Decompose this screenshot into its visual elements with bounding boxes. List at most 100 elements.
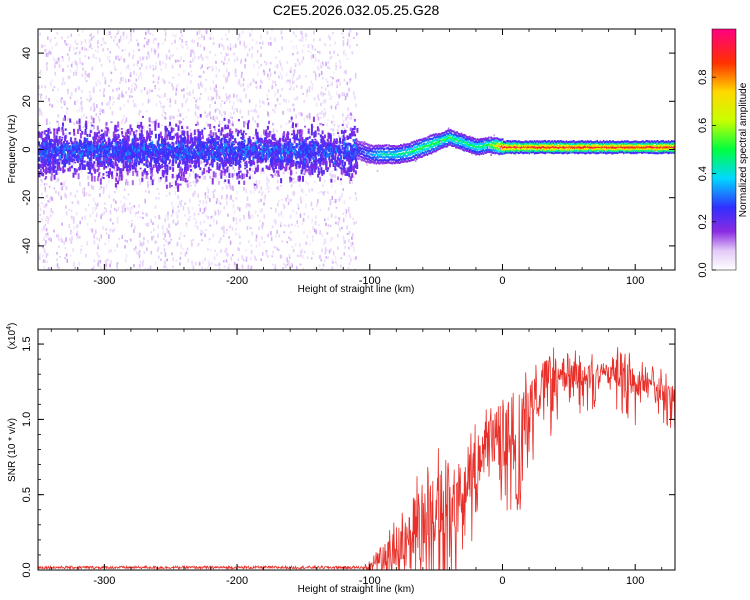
heatmap-noise-cell <box>78 51 81 55</box>
heatmap-noise-cell <box>303 230 305 235</box>
heatmap-noise-cell <box>74 194 77 197</box>
heatmap-noise-cell <box>180 29 182 34</box>
heatmap-noise-cell <box>70 254 72 257</box>
heatmap-noise-cell <box>138 48 140 52</box>
heatmap-noise-cell <box>149 168 152 170</box>
heatmap-noise-cell <box>199 167 202 171</box>
heatmap-noise-cell <box>209 50 211 54</box>
heatmap-noise-cell <box>279 72 282 75</box>
heatmap-noise-cell <box>290 40 293 43</box>
heatmap-noise-cell <box>139 129 141 133</box>
heatmap-noise-cell <box>335 140 338 142</box>
heatmap-noise-cell <box>86 241 88 246</box>
heatmap-noise-cell <box>157 246 160 251</box>
heatmap-noise-cell <box>208 66 211 68</box>
heatmap-noise-cell <box>65 237 67 242</box>
heatmap-noise-cell <box>112 222 114 225</box>
heatmap-noise-cell <box>47 267 50 270</box>
heatmap-noise-cell <box>253 163 255 168</box>
heatmap-noise-cell <box>327 167 330 170</box>
heatmap-noise-cell <box>88 193 90 197</box>
heatmap-noise-cell <box>203 127 206 130</box>
heatmap-noise-cell <box>133 70 135 75</box>
heatmap-noise-cell <box>288 260 290 265</box>
heatmap-noise-cell <box>105 132 108 137</box>
heatmap-noise-cell <box>324 158 327 162</box>
heatmap-noise-cell <box>353 91 355 96</box>
heatmap-noise-cell <box>102 48 104 52</box>
heatmap-noise-cell <box>202 212 204 214</box>
heatmap-noise-cell <box>244 173 247 178</box>
heatmap-noise-cell <box>312 253 315 255</box>
heatmap-noise-cell <box>248 240 250 243</box>
heatmap-noise-cell <box>197 85 200 89</box>
heatmap-noise-cell <box>77 34 80 36</box>
heatmap-noise-cell <box>134 167 137 173</box>
heatmap-noise-cell <box>317 94 319 99</box>
heatmap-noise-cell <box>177 108 180 113</box>
heatmap-noise-cell <box>320 116 322 120</box>
heatmap-noise-cell <box>241 116 243 118</box>
heatmap-noise-cell <box>183 132 186 137</box>
heatmap-noise-cell <box>95 81 98 86</box>
heatmap-noise-cell <box>63 169 66 172</box>
heatmap-noise-cell <box>165 54 168 58</box>
heatmap-noise-cell <box>319 255 321 259</box>
heatmap-noise-cell <box>324 247 327 251</box>
heatmap-noise-cell <box>87 175 89 180</box>
heatmap-noise-cell <box>302 93 304 95</box>
heatmap-noise-cell <box>337 154 340 157</box>
heatmap-noise-cell <box>258 199 260 204</box>
heatmap-noise-cell <box>190 153 193 158</box>
heatmap-noise-cell <box>181 168 184 171</box>
heatmap-noise-cell <box>96 251 98 256</box>
heatmap-noise-cell <box>79 60 82 65</box>
heatmap-noise-cell <box>201 170 203 174</box>
heatmap-noise-cell <box>224 111 226 116</box>
heatmap-noise-cell <box>159 178 162 183</box>
heatmap-noise-cell <box>89 167 92 174</box>
heatmap-noise-cell <box>73 47 75 51</box>
heatmap-noise-cell <box>101 102 103 106</box>
heatmap-noise-cell <box>142 241 145 246</box>
heatmap-noise-cell <box>168 159 171 163</box>
heatmap-noise-cell <box>332 71 335 74</box>
heatmap-noise-cell <box>205 141 208 144</box>
heatmap-noise-cell <box>269 62 272 65</box>
heatmap-noise-cell <box>69 118 72 123</box>
heatmap-noise-cell <box>342 235 345 239</box>
heatmap-noise-cell <box>248 176 251 180</box>
heatmap-noise-cell <box>56 178 59 183</box>
heatmap-noise-cell <box>88 98 91 103</box>
heatmap-noise-cell <box>227 119 230 124</box>
heatmap-noise-cell <box>183 60 185 62</box>
heatmap-noise-cell <box>163 80 166 84</box>
heatmap-noise-cell <box>323 134 326 139</box>
heatmap-noise-cell <box>242 173 245 179</box>
heatmap-noise-cell <box>97 164 100 171</box>
heatmap-noise-cell <box>287 161 290 166</box>
heatmap-noise-cell <box>295 123 297 128</box>
heatmap-noise-cell <box>85 120 88 128</box>
heatmap-noise-cell <box>167 241 170 246</box>
heatmap-noise-cell <box>79 132 82 139</box>
heatmap-noise-cell <box>225 77 227 82</box>
heatmap-noise-cell <box>139 167 142 170</box>
heatmap-noise-cell <box>204 192 207 196</box>
heatmap-noise-cell <box>180 121 183 124</box>
heatmap-noise-cell <box>324 111 326 116</box>
heatmap-noise-cell <box>147 162 149 166</box>
heatmap-noise-cell <box>312 126 315 128</box>
heatmap-noise-cell <box>146 160 149 163</box>
heatmap-noise-cell <box>281 67 283 71</box>
heatmap-noise-cell <box>57 123 60 128</box>
heatmap-noise-cell <box>39 168 42 175</box>
heatmap-noise-cell <box>99 193 101 197</box>
heatmap-noise-cell <box>304 161 306 168</box>
heatmap-noise-cell <box>303 44 305 47</box>
heatmap-noise-cell <box>135 172 137 176</box>
heatmap-noise-cell <box>200 157 202 162</box>
heatmap-noise-cell <box>352 116 355 119</box>
heatmap-noise-cell <box>112 170 115 173</box>
heatmap-noise-cell <box>120 35 122 38</box>
